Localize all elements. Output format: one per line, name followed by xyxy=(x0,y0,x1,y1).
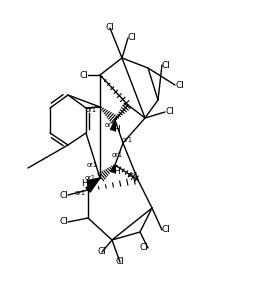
Text: Cl: Cl xyxy=(175,80,184,89)
Polygon shape xyxy=(111,165,115,173)
Text: Cl: Cl xyxy=(98,248,107,257)
Text: Cl: Cl xyxy=(165,108,174,117)
Text: or1: or1 xyxy=(112,152,123,158)
Text: or1: or1 xyxy=(85,175,96,181)
Text: H: H xyxy=(81,179,88,187)
Text: Cl: Cl xyxy=(162,60,171,69)
Text: or1: or1 xyxy=(87,162,98,168)
Text: or1: or1 xyxy=(128,172,139,178)
Text: Cl: Cl xyxy=(139,243,148,252)
Text: H: H xyxy=(113,167,120,176)
Text: Cl: Cl xyxy=(59,218,68,226)
Text: or1: or1 xyxy=(75,190,86,196)
Polygon shape xyxy=(87,178,100,185)
Text: or1: or1 xyxy=(105,122,116,128)
Text: Cl: Cl xyxy=(59,190,68,199)
Text: Cl: Cl xyxy=(116,257,124,266)
Polygon shape xyxy=(86,178,100,192)
Text: H: H xyxy=(113,125,120,134)
Text: Cl: Cl xyxy=(79,71,88,80)
Text: or1: or1 xyxy=(86,107,97,113)
Polygon shape xyxy=(110,120,115,131)
Text: Cl: Cl xyxy=(128,33,137,43)
Text: Cl: Cl xyxy=(162,226,171,235)
Text: or1: or1 xyxy=(122,137,133,143)
Text: Cl: Cl xyxy=(106,24,115,32)
